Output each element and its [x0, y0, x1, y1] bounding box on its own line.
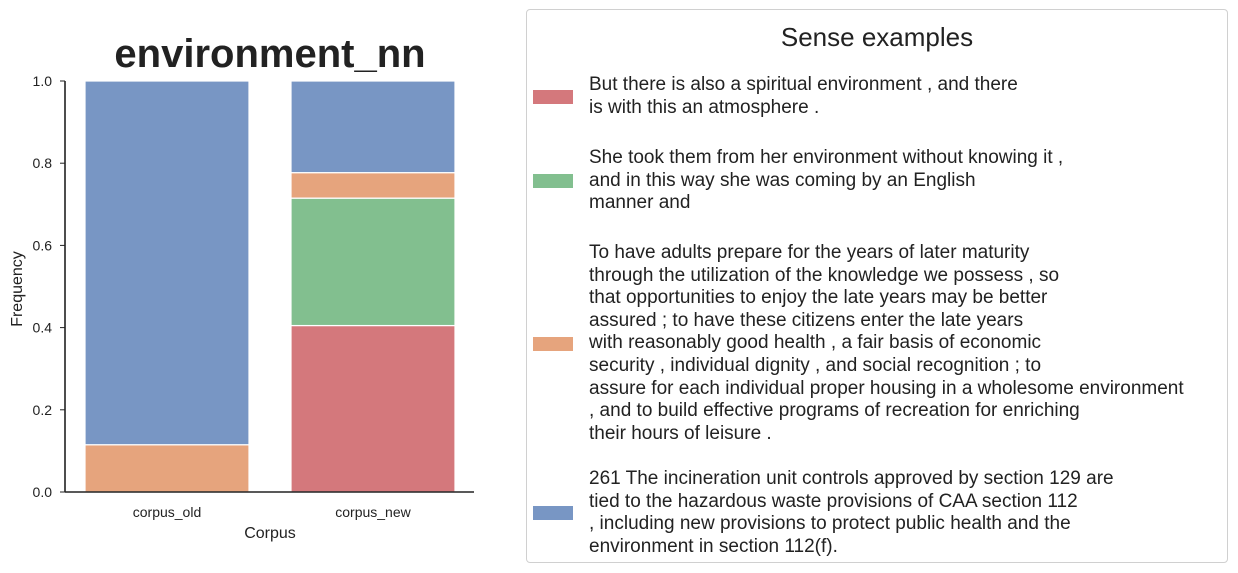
legend: Sense examples But there is also a spiri…: [526, 9, 1228, 563]
legend-swatch: [533, 506, 573, 521]
legend-entry-text: 261 The incineration unit controls appro…: [589, 468, 1114, 557]
chart-title: environment_nn: [114, 32, 425, 76]
bar-segment-corpus_new-1: [290, 197, 456, 327]
y-tick-label: 0.0: [33, 484, 53, 500]
legend-swatch: [533, 173, 573, 188]
legend-swatch: [533, 89, 573, 104]
bar-segment-corpus_new-2: [290, 172, 456, 199]
legend-entry-text: But there is also a spiritual environmen…: [589, 74, 1018, 118]
y-tick-label: 0.8: [33, 155, 53, 171]
y-tick-label: 0.4: [33, 320, 53, 336]
legend-entry-text: She took them from her environment witho…: [589, 147, 1064, 214]
legend-swatch: [533, 336, 573, 351]
y-axis-ticks: 0.0 0.2 0.4 0.6 0.8 1.0: [33, 73, 65, 500]
bar-segment-corpus_old-3: [84, 80, 250, 446]
y-tick-label: 1.0: [33, 73, 53, 89]
bar-segment-corpus_new-3: [290, 80, 456, 174]
legend-title: Sense examples: [780, 22, 974, 52]
x-axis-ticks: corpus_old corpus_new: [133, 504, 412, 520]
y-axis-label: Frequency: [9, 251, 26, 327]
bar-segment-corpus_old-2: [84, 444, 250, 493]
y-tick-label: 0.2: [33, 402, 53, 418]
x-tick-label: corpus_new: [335, 504, 411, 520]
y-tick-label: 0.6: [33, 237, 53, 253]
chart: environment_nn 0.0 0.2 0.4 0.6 0.8 1.0 corpus…: [9, 32, 474, 542]
legend-entry-text: To have adults prepare for the years of …: [589, 242, 1184, 444]
bar-segment-corpus_new-0: [290, 324, 456, 493]
x-axis-label: Corpus: [244, 525, 296, 542]
x-tick-label: corpus_old: [133, 504, 202, 520]
bars: [84, 80, 456, 493]
